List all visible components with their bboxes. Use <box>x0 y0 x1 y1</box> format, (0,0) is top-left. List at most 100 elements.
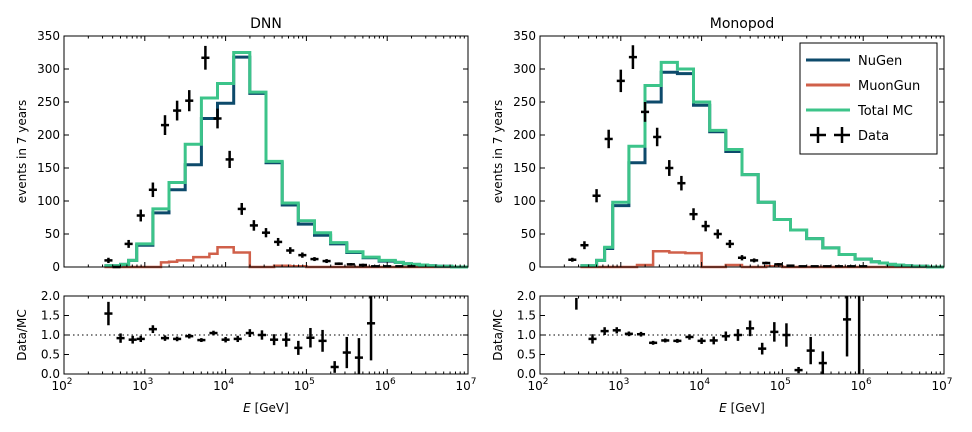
legend-entry-nugen: NuGen <box>806 54 902 69</box>
ratio-point <box>806 336 815 365</box>
ratio-point <box>782 323 791 347</box>
data-point <box>737 255 747 261</box>
data-point <box>592 189 601 203</box>
panel-title: DNN <box>250 16 282 32</box>
data-point <box>604 129 613 149</box>
data-point <box>322 259 331 264</box>
y-axis-label-main: events in 7 years <box>15 100 29 203</box>
ratio-point <box>330 361 339 373</box>
legend-entry-data: Data <box>810 127 889 144</box>
ratio-point <box>209 330 218 336</box>
ratio-point <box>354 338 363 374</box>
data-point <box>750 258 759 263</box>
data-point <box>616 69 625 93</box>
ratio-y-tick-label: 0.5 <box>517 348 536 362</box>
x-tick-label: 103 <box>608 377 629 393</box>
ratio-y-tick-label: 1.5 <box>41 309 60 323</box>
data-point <box>185 90 194 112</box>
data-point <box>213 108 222 129</box>
ratio-point <box>197 338 206 343</box>
series-line-total_mc <box>580 60 944 269</box>
ratio-point <box>612 327 621 334</box>
legend-label: MuonGun <box>858 79 920 94</box>
x-tick-label: 106 <box>375 377 396 393</box>
y-tick-label: 50 <box>521 227 536 241</box>
ratio-point <box>624 331 633 337</box>
ratio-point <box>636 331 646 337</box>
ratio-point <box>721 331 730 341</box>
y-tick-label: 100 <box>37 194 60 208</box>
x-tick-label: 103 <box>132 377 153 393</box>
ratio-y-tick-label: 1.5 <box>517 309 536 323</box>
ratio-point <box>116 333 125 343</box>
data-point <box>628 45 637 69</box>
data-point <box>286 247 295 254</box>
ratio-point <box>843 296 852 357</box>
data-point <box>665 160 674 176</box>
legend-entry-total_mc: Total MC <box>806 104 913 119</box>
data-point <box>225 150 234 168</box>
panel-title: Monopod <box>710 16 774 32</box>
data-point <box>237 202 246 215</box>
data-point <box>201 45 210 70</box>
data-point <box>249 220 258 231</box>
data-point <box>568 257 577 262</box>
ratio-point <box>128 335 137 344</box>
data-point <box>580 241 589 250</box>
ratio-y-tick-label: 0.0 <box>41 367 60 381</box>
data-point <box>701 220 710 232</box>
data-point <box>104 257 113 264</box>
ratio-point <box>318 329 327 352</box>
x-tick-label: 105 <box>294 377 315 393</box>
ratio-point <box>342 336 351 369</box>
x-axis-label: E [GeV] <box>719 401 765 415</box>
ratio-point <box>770 322 779 342</box>
ratio-point <box>709 336 718 345</box>
y-tick-label: 100 <box>513 194 536 208</box>
x-tick-label: 107 <box>931 377 952 393</box>
legend-label: Data <box>858 129 889 144</box>
data-point <box>762 261 771 265</box>
x-tick-label: 104 <box>213 377 234 393</box>
ratio-point <box>148 325 157 334</box>
data-point <box>298 252 307 258</box>
ratio-point <box>733 329 742 341</box>
ratio-point <box>221 336 230 343</box>
ratio-point <box>306 327 315 348</box>
ratio-y-tick-label: 0.5 <box>41 348 60 362</box>
y-tick-label: 150 <box>37 161 60 175</box>
legend: NuGen MuonGun Total MC Data <box>799 42 938 155</box>
data-point <box>136 209 145 222</box>
data-point <box>310 257 319 262</box>
ratio-y-tick-label: 1.0 <box>41 328 60 342</box>
data-point <box>641 102 650 122</box>
series-line-total_mc <box>104 51 468 269</box>
ratio-point <box>136 335 145 343</box>
ratio-point <box>257 330 266 340</box>
legend-label: Total MC <box>857 104 913 119</box>
legend-label: NuGen <box>858 54 902 69</box>
ratio-point <box>661 338 670 343</box>
y-tick-label: 200 <box>513 128 536 142</box>
y-tick-label: 250 <box>37 95 60 109</box>
data-point <box>677 175 686 191</box>
series-line-nugen <box>104 55 468 269</box>
y-tick-label: 250 <box>513 95 536 109</box>
ratio-point <box>245 329 254 337</box>
ratio-point <box>794 366 803 374</box>
panel-dnn: DNN 0 50 100 150 200 250 300 350 events in 7 year… <box>15 16 477 415</box>
y-axis-label-ratio: Data/MC <box>491 309 505 360</box>
data-point <box>653 127 662 147</box>
ratio-point <box>233 335 242 343</box>
data-point <box>124 239 133 248</box>
panel-monopod: Monopod 0 50 100 150 200 250 300 350 events in 7 … <box>491 16 953 415</box>
ratio-point <box>294 340 303 355</box>
data-point <box>148 182 157 198</box>
ratio-point <box>173 336 182 342</box>
x-tick-label: 105 <box>770 377 791 393</box>
y-tick-label: 300 <box>513 62 536 76</box>
data-point <box>689 208 698 221</box>
data-point <box>261 228 271 238</box>
main-axes-frame <box>539 35 945 268</box>
ratio-point <box>818 351 827 374</box>
